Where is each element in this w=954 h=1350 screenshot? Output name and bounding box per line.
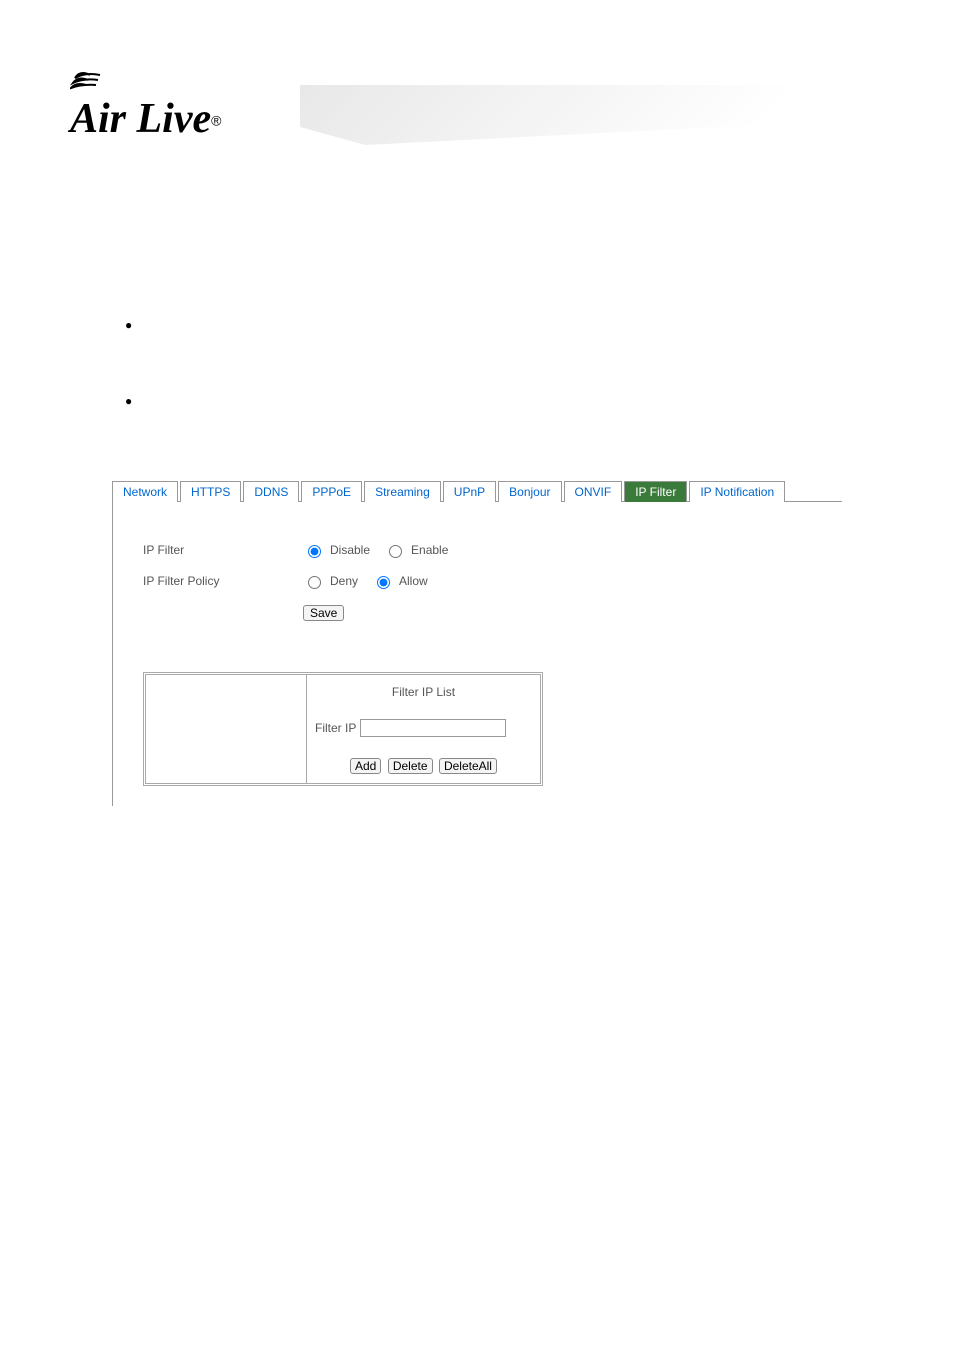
logo-text: Air Live [70, 96, 211, 142]
delete-all-button[interactable]: DeleteAll [439, 758, 497, 774]
ip-filter-disable-radio[interactable] [308, 545, 321, 558]
filter-ip-label: Filter IP [315, 721, 356, 735]
ip-filter-enable-radio[interactable] [389, 545, 402, 558]
save-button[interactable]: Save [303, 605, 344, 621]
ip-filter-panel: IP Filter Disable Enable IP Filter Polic… [112, 502, 842, 806]
tab-ddns[interactable]: DDNS [243, 481, 299, 502]
filter-ip-input[interactable] [360, 719, 506, 737]
tab-ip-notification[interactable]: IP Notification [689, 481, 785, 502]
filter-list-empty [146, 675, 307, 783]
add-button[interactable]: Add [350, 758, 381, 774]
tab-bar: Network HTTPS DDNS PPPoE Streaming UPnP … [112, 480, 842, 502]
tab-streaming[interactable]: Streaming [364, 481, 441, 502]
delete-button[interactable]: Delete [388, 758, 433, 774]
tab-onvif[interactable]: ONVIF [564, 481, 623, 502]
ip-filter-label: IP Filter [143, 543, 303, 557]
tab-https[interactable]: HTTPS [180, 481, 241, 502]
tab-bonjour[interactable]: Bonjour [498, 481, 561, 502]
policy-deny-label: Deny [330, 574, 358, 588]
tab-ip-filter[interactable]: IP Filter [624, 481, 687, 502]
tab-pppoe[interactable]: PPPoE [301, 481, 362, 502]
logo-registered: ® [211, 113, 221, 129]
policy-allow-label: Allow [399, 574, 428, 588]
ip-filter-enable-label: Enable [411, 543, 448, 557]
tab-upnp[interactable]: UPnP [443, 481, 496, 502]
brand-logo: Air Live® [70, 60, 221, 143]
policy-allow-radio[interactable] [377, 576, 390, 589]
policy-deny-radio[interactable] [308, 576, 321, 589]
bullet-2: ● [125, 394, 132, 408]
ip-filter-disable-label: Disable [330, 543, 370, 557]
header-swoosh [300, 85, 954, 145]
ip-filter-policy-label: IP Filter Policy [143, 574, 303, 588]
tab-network[interactable]: Network [112, 481, 178, 502]
bullet-1: ● [125, 318, 132, 332]
filter-ip-list-title: Filter IP List [307, 675, 540, 709]
